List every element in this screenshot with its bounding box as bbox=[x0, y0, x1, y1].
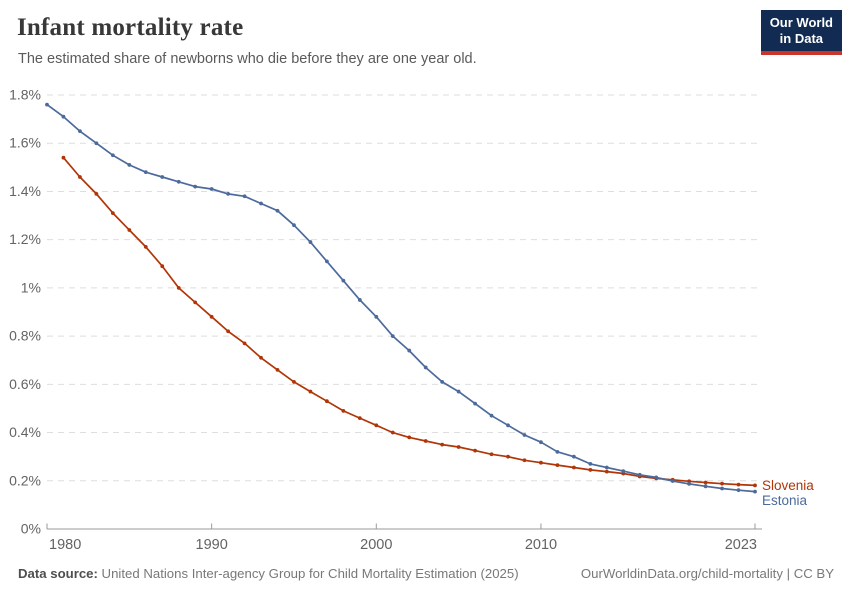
data-source: Data source: United Nations Inter-agency… bbox=[18, 566, 519, 581]
chart-subtitle: The estimated share of newborns who die … bbox=[18, 51, 477, 67]
owid-logo: Our World in Data bbox=[760, 10, 842, 55]
data-source-label: Data source: bbox=[18, 566, 98, 581]
svg-text:0.8%: 0.8% bbox=[9, 328, 41, 344]
chart-header: Infant mortality rate The estimated shar… bbox=[0, 0, 850, 67]
svg-text:1.2%: 1.2% bbox=[9, 231, 41, 247]
chart-title: Infant mortality rate bbox=[17, 14, 244, 41]
svg-text:2010: 2010 bbox=[525, 537, 557, 553]
series-end-label-estonia: Estonia bbox=[762, 493, 808, 508]
svg-text:0.2%: 0.2% bbox=[9, 472, 41, 488]
svg-text:2023: 2023 bbox=[725, 537, 757, 553]
svg-text:1%: 1% bbox=[21, 279, 41, 295]
owid-logo-line1: Our World bbox=[769, 15, 833, 30]
svg-text:0.4%: 0.4% bbox=[9, 424, 41, 440]
svg-text:1990: 1990 bbox=[196, 537, 228, 553]
svg-text:1.6%: 1.6% bbox=[9, 135, 41, 151]
svg-text:0.6%: 0.6% bbox=[9, 376, 41, 392]
license-note: OurWorldinData.org/child-mortality | CC … bbox=[580, 566, 834, 581]
series-end-label-slovenia: Slovenia bbox=[762, 478, 814, 493]
data-source-text: United Nations Inter-agency Group for Ch… bbox=[97, 566, 519, 581]
owid-logo-line2: in Data bbox=[779, 30, 824, 46]
chart-footer: Data source: United Nations Inter-agency… bbox=[18, 566, 834, 581]
svg-text:1980: 1980 bbox=[49, 537, 81, 553]
svg-text:2000: 2000 bbox=[360, 537, 392, 553]
svg-text:0%: 0% bbox=[21, 521, 41, 537]
svg-text:1.4%: 1.4% bbox=[9, 183, 41, 199]
svg-text:1.8%: 1.8% bbox=[9, 87, 41, 103]
